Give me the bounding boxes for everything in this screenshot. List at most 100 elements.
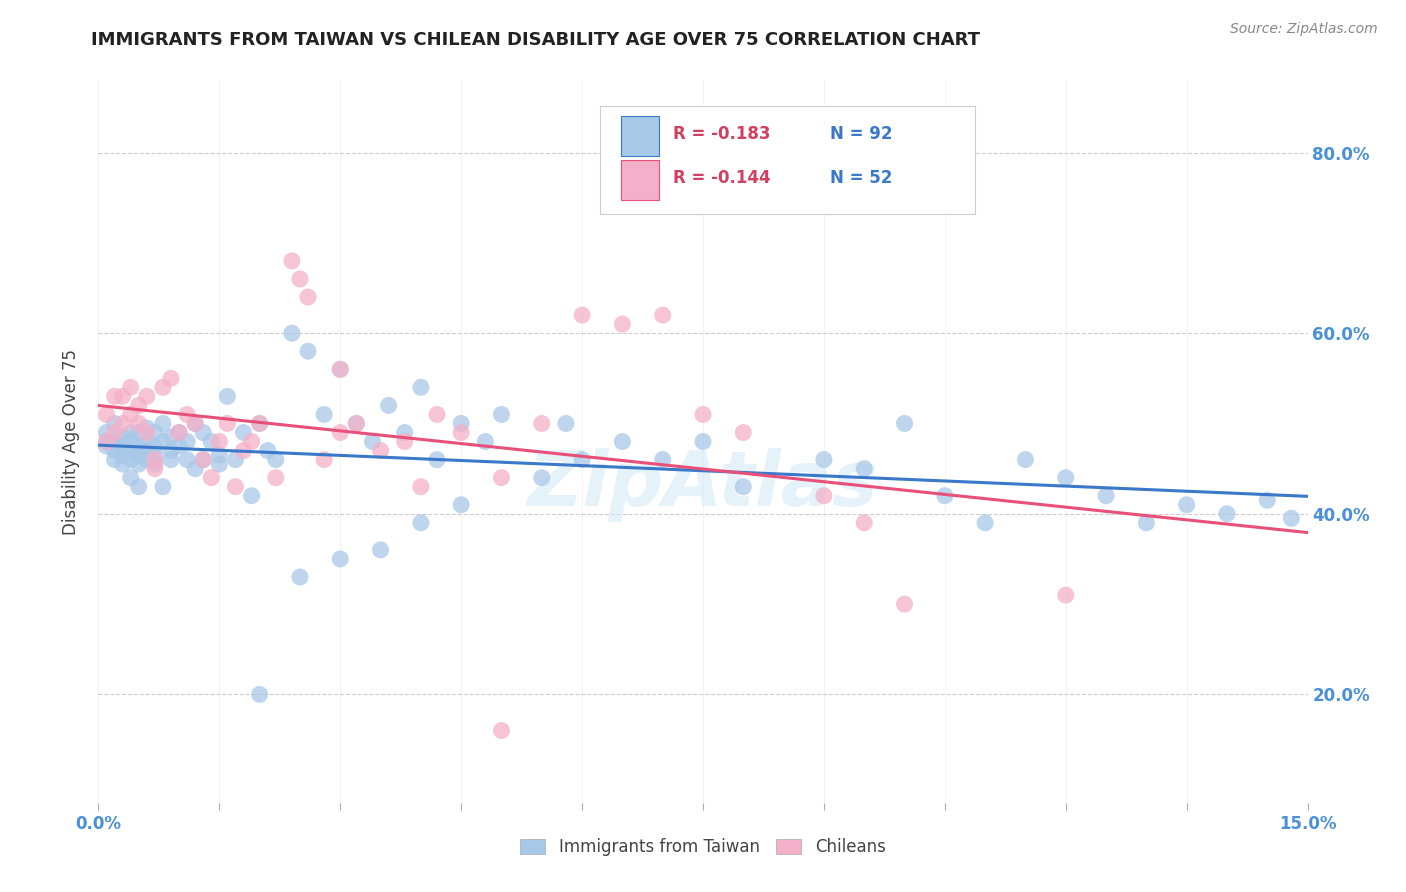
Point bbox=[152, 380, 174, 394]
Point bbox=[120, 425, 142, 440]
Point bbox=[370, 542, 392, 557]
Point bbox=[143, 457, 166, 471]
Point bbox=[103, 443, 125, 458]
Point bbox=[135, 443, 157, 458]
Point bbox=[813, 452, 835, 467]
Point bbox=[733, 425, 755, 440]
Point bbox=[1054, 588, 1077, 602]
Point bbox=[193, 452, 215, 467]
Point bbox=[288, 272, 311, 286]
Point bbox=[409, 380, 432, 394]
Text: Source: ZipAtlas.com: Source: ZipAtlas.com bbox=[1230, 22, 1378, 37]
Point bbox=[530, 471, 553, 485]
Point bbox=[217, 389, 239, 403]
Point bbox=[135, 452, 157, 467]
Point bbox=[651, 452, 673, 467]
Point bbox=[934, 489, 956, 503]
Point bbox=[1095, 489, 1118, 503]
Bar bbox=[621, 116, 659, 155]
Point bbox=[361, 434, 384, 449]
Y-axis label: Disability Age Over 75: Disability Age Over 75 bbox=[62, 349, 80, 534]
Point bbox=[103, 452, 125, 467]
Point bbox=[120, 408, 142, 422]
Point bbox=[288, 570, 311, 584]
Point bbox=[853, 516, 876, 530]
Point bbox=[264, 471, 287, 485]
Point bbox=[128, 448, 150, 462]
Point bbox=[184, 461, 207, 475]
Point bbox=[314, 408, 336, 422]
Point bbox=[103, 389, 125, 403]
Point bbox=[120, 471, 142, 485]
Point bbox=[733, 480, 755, 494]
Point bbox=[193, 452, 215, 467]
Point bbox=[128, 480, 150, 494]
Point bbox=[167, 425, 190, 440]
Point bbox=[128, 398, 150, 412]
Point bbox=[249, 417, 271, 431]
Point bbox=[120, 443, 142, 458]
Point bbox=[409, 480, 432, 494]
Point bbox=[160, 443, 183, 458]
Point bbox=[128, 425, 150, 440]
Point bbox=[297, 344, 319, 359]
Point bbox=[651, 308, 673, 322]
Point bbox=[120, 434, 142, 449]
Point bbox=[135, 425, 157, 440]
Point bbox=[111, 439, 134, 453]
Point bbox=[135, 389, 157, 403]
Point bbox=[103, 434, 125, 449]
Point bbox=[167, 425, 190, 440]
Text: R = -0.144: R = -0.144 bbox=[672, 169, 770, 187]
Point bbox=[377, 398, 399, 412]
Point bbox=[1281, 511, 1303, 525]
Point bbox=[813, 489, 835, 503]
Point bbox=[329, 552, 352, 566]
Point bbox=[176, 408, 198, 422]
Point bbox=[1175, 498, 1198, 512]
Legend: Immigrants from Taiwan, Chileans: Immigrants from Taiwan, Chileans bbox=[513, 831, 893, 863]
Point bbox=[426, 408, 449, 422]
Point bbox=[208, 434, 231, 449]
Point bbox=[329, 362, 352, 376]
Text: N = 52: N = 52 bbox=[830, 169, 893, 187]
Point bbox=[232, 443, 254, 458]
Point bbox=[184, 417, 207, 431]
Point bbox=[853, 461, 876, 475]
Point bbox=[974, 516, 997, 530]
Point bbox=[249, 417, 271, 431]
Point bbox=[612, 434, 634, 449]
Point bbox=[128, 417, 150, 431]
Point bbox=[450, 498, 472, 512]
Point bbox=[176, 452, 198, 467]
Point bbox=[128, 457, 150, 471]
Point bbox=[217, 417, 239, 431]
Point bbox=[184, 417, 207, 431]
Point bbox=[256, 443, 278, 458]
Point bbox=[426, 452, 449, 467]
Point bbox=[111, 448, 134, 462]
Point bbox=[200, 471, 222, 485]
Point bbox=[224, 452, 246, 467]
Point bbox=[111, 457, 134, 471]
Point bbox=[111, 389, 134, 403]
Point bbox=[232, 425, 254, 440]
Text: IMMIGRANTS FROM TAIWAN VS CHILEAN DISABILITY AGE OVER 75 CORRELATION CHART: IMMIGRANTS FROM TAIWAN VS CHILEAN DISABI… bbox=[91, 31, 980, 49]
Point bbox=[394, 434, 416, 449]
Point bbox=[224, 480, 246, 494]
Point bbox=[692, 408, 714, 422]
Point bbox=[120, 452, 142, 467]
Point bbox=[103, 425, 125, 440]
Point bbox=[692, 434, 714, 449]
FancyBboxPatch shape bbox=[600, 105, 976, 214]
Point bbox=[152, 480, 174, 494]
Point bbox=[571, 452, 593, 467]
Point bbox=[450, 425, 472, 440]
Point bbox=[1256, 493, 1278, 508]
Point bbox=[143, 425, 166, 440]
Point bbox=[530, 417, 553, 431]
Point bbox=[344, 417, 367, 431]
Point bbox=[394, 425, 416, 440]
Point bbox=[96, 434, 118, 449]
Point bbox=[249, 687, 271, 701]
